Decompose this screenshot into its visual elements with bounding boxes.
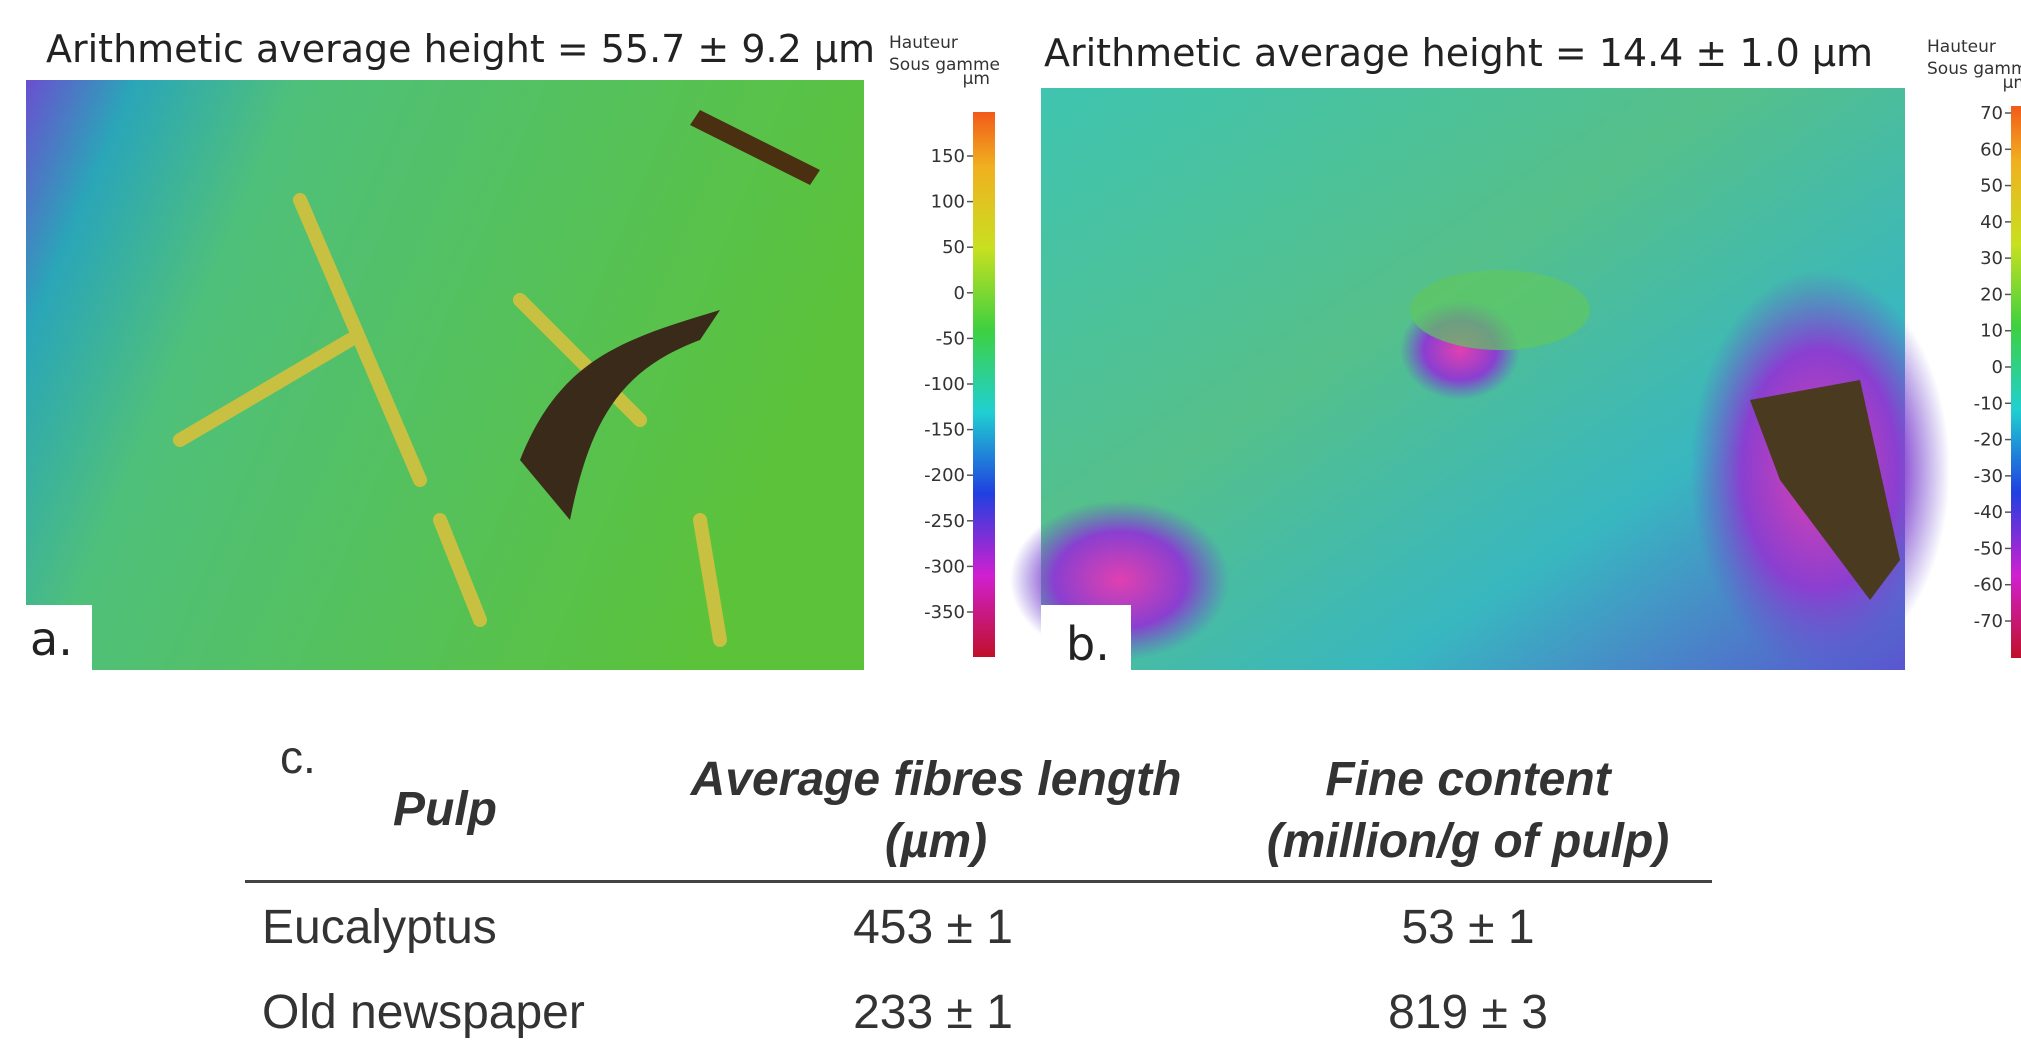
table-cell: 453 ± 1 xyxy=(633,900,1233,955)
tick-label: -70 xyxy=(1974,611,2003,632)
header-cell: Pulp xyxy=(245,779,645,841)
tick-label: 30 xyxy=(1980,248,2003,269)
panel-title: Arithmetic average height = 14.4 ± 1.0 µ… xyxy=(1044,31,1873,75)
tick-label: -100 xyxy=(924,374,965,395)
colorbar-title: Hauteur xyxy=(889,33,958,53)
tick-label: 20 xyxy=(1980,284,2003,305)
table-cell: 819 ± 3 xyxy=(1218,985,1718,1040)
colorbar-unit: µm xyxy=(2003,73,2021,93)
tick-label: 60 xyxy=(1980,139,2003,160)
tick-label: 50 xyxy=(1980,176,2003,197)
header-text: (µm) xyxy=(885,815,987,868)
tick-label: -250 xyxy=(924,511,965,532)
tick-label: -50 xyxy=(936,328,965,349)
tick-label: -40 xyxy=(1974,502,2003,523)
tick-label: -200 xyxy=(924,465,965,486)
header-cell: Average fibres length (µm) xyxy=(636,749,1236,873)
table-label: c. xyxy=(280,730,316,784)
blob xyxy=(1410,270,1590,350)
height-map-a xyxy=(26,80,864,670)
tick-label: -60 xyxy=(1974,575,2003,596)
figure: a. Arithmetic average height = 55.7 ± 9.… xyxy=(0,0,2021,1055)
tick-label: -50 xyxy=(1974,538,2003,559)
tick-label: -300 xyxy=(924,556,965,577)
panel-label: b. xyxy=(1066,617,1110,671)
tick-label: 50 xyxy=(942,237,965,258)
tick-label: 100 xyxy=(931,192,965,213)
header-text: Fine content xyxy=(1325,753,1610,806)
tick-label: 70 xyxy=(1980,103,2003,124)
tick-label: 150 xyxy=(931,146,965,167)
header-text: Pulp xyxy=(393,783,497,836)
tick-label: -20 xyxy=(1974,430,2003,451)
colorbar xyxy=(2011,106,2021,658)
header-cell: Fine content (million/g of pulp) xyxy=(1218,749,1718,873)
panel-title: Arithmetic average height = 55.7 ± 9.2 µ… xyxy=(46,27,875,71)
header-rule xyxy=(245,880,1712,883)
tick-label: 10 xyxy=(1980,321,2003,342)
tick-label: -150 xyxy=(924,420,965,441)
header-text: Average fibres length xyxy=(691,753,1182,806)
panel-label: a. xyxy=(30,612,73,666)
tick-label: 40 xyxy=(1980,212,2003,233)
table-cell: Old newspaper xyxy=(262,985,585,1040)
tick-label: -30 xyxy=(1974,466,2003,487)
table-cell: 233 ± 1 xyxy=(633,985,1233,1040)
table-cell: 53 ± 1 xyxy=(1218,900,1718,955)
table-cell: Eucalyptus xyxy=(262,900,497,955)
header-text: (million/g of pulp) xyxy=(1267,815,1670,868)
maps: a. Arithmetic average height = 55.7 ± 9.… xyxy=(0,0,2021,740)
tick-label: 0 xyxy=(954,283,965,304)
colorbar xyxy=(973,112,995,657)
tick-label: -350 xyxy=(924,602,965,623)
tick-label: -10 xyxy=(1974,393,2003,414)
colorbar-unit: µm xyxy=(963,69,990,89)
colorbar-title: Hauteur xyxy=(1927,37,1996,57)
tick-label: 0 xyxy=(1992,357,2003,378)
